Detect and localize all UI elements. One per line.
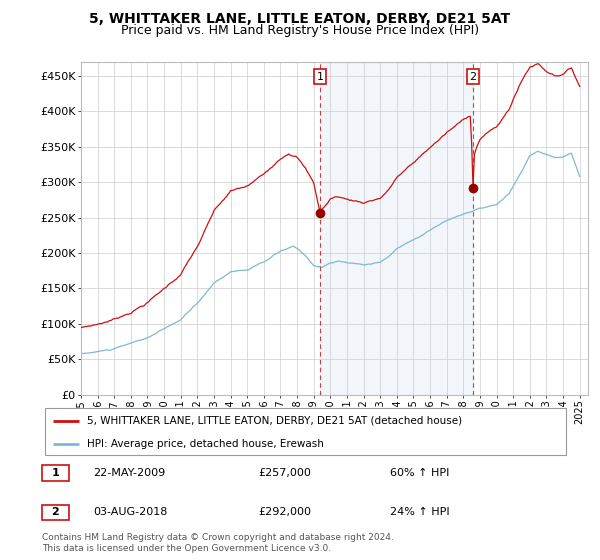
Text: 2: 2 (469, 72, 476, 82)
Text: 22-MAY-2009: 22-MAY-2009 (93, 468, 165, 478)
Text: 5, WHITTAKER LANE, LITTLE EATON, DERBY, DE21 5AT (detached house): 5, WHITTAKER LANE, LITTLE EATON, DERBY, … (87, 416, 462, 426)
Text: 5, WHITTAKER LANE, LITTLE EATON, DERBY, DE21 5AT: 5, WHITTAKER LANE, LITTLE EATON, DERBY, … (89, 12, 511, 26)
FancyBboxPatch shape (44, 408, 566, 455)
Text: 2: 2 (52, 507, 59, 517)
Text: Price paid vs. HM Land Registry's House Price Index (HPI): Price paid vs. HM Land Registry's House … (121, 24, 479, 36)
Text: 24% ↑ HPI: 24% ↑ HPI (390, 507, 449, 517)
Bar (320, 62, 473, 395)
Text: 1: 1 (317, 72, 323, 82)
Text: 1: 1 (52, 468, 59, 478)
Text: 03-AUG-2018: 03-AUG-2018 (93, 507, 167, 517)
Text: £257,000: £257,000 (258, 468, 311, 478)
Text: £292,000: £292,000 (258, 507, 311, 517)
Text: Contains HM Land Registry data © Crown copyright and database right 2024.
This d: Contains HM Land Registry data © Crown c… (42, 533, 394, 553)
Text: 60% ↑ HPI: 60% ↑ HPI (390, 468, 449, 478)
Text: HPI: Average price, detached house, Erewash: HPI: Average price, detached house, Erew… (87, 439, 324, 449)
